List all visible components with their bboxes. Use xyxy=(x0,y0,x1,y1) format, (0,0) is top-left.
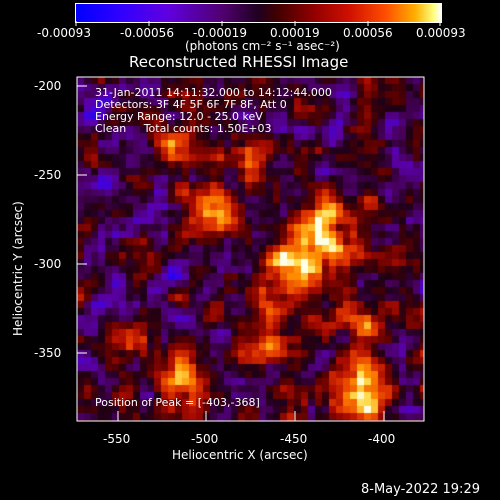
plot-title: Reconstructed RHESSI Image xyxy=(129,53,349,71)
y-tick-label: -300 xyxy=(34,257,62,271)
annotation-clean-counts: Clean Total counts: 1.50E+03 xyxy=(95,122,272,135)
x-axis-label: Heliocentric X (arcsec) xyxy=(172,448,308,462)
footer-timestamp: 8-May-2022 19:29 xyxy=(361,482,480,497)
x-tick-label: -500 xyxy=(191,432,219,446)
x-tick-label: -400 xyxy=(368,432,396,446)
annotation-time-range: 31-Jan-2011 14:11:32.000 to 14:12:44.000 xyxy=(95,86,332,99)
colorbar-tick-label: -0.00056 xyxy=(120,26,174,40)
annotation-energy-range: Energy Range: 12.0 - 25.0 keV xyxy=(95,110,263,123)
colorbar-tick-label: 0.00056 xyxy=(343,26,393,40)
colorbar xyxy=(75,3,442,23)
x-tick-label: -550 xyxy=(103,432,131,446)
y-tick-label: -350 xyxy=(34,346,62,360)
y-tick-label: -200 xyxy=(34,79,62,93)
colorbar-tick-label: 0.00019 xyxy=(270,26,320,40)
y-tick-label: -250 xyxy=(34,168,62,182)
colorbar-tick-label: -0.00019 xyxy=(193,26,247,40)
x-tick-label: -450 xyxy=(280,432,308,446)
colorbar-tick-label: 0.00093 xyxy=(416,26,466,40)
annotation-detectors: Detectors: 3F 4F 5F 6F 7F 8F, Att 0 xyxy=(95,98,287,111)
colorbar-units: (photons cm⁻² s⁻¹ asec⁻²) xyxy=(185,39,340,53)
annotation-peak-position: Position of Peak = [-403,-368] xyxy=(95,396,260,409)
y-axis-label: Heliocentric Y (arcsec) xyxy=(11,201,25,336)
rhessi-heatmap xyxy=(77,77,424,421)
colorbar-tick-label: -0.00093 xyxy=(37,26,91,40)
colorbar-tick-marks xyxy=(75,21,441,26)
